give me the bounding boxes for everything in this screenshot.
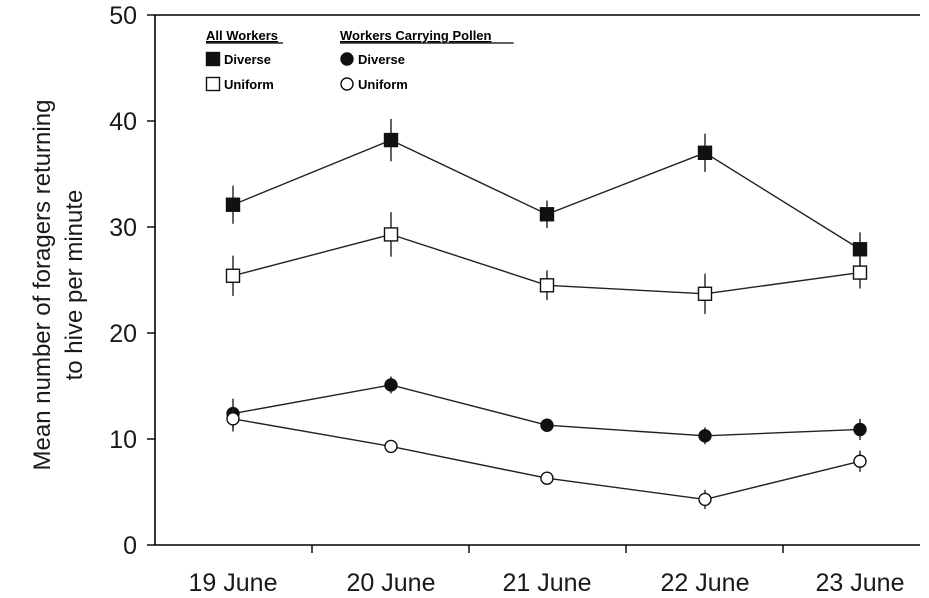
data-point: [539, 207, 555, 222]
data-point: [853, 422, 867, 437]
data-point: [698, 429, 712, 443]
x-tick-label: 23 June: [816, 569, 905, 597]
legend-heading: Workers Carrying Pollen: [340, 28, 492, 43]
y-tick-label: 30: [109, 214, 137, 242]
x-tick-label: 21 June: [503, 569, 592, 597]
y-axis-label: Mean number of foragers returning to hive…: [29, 100, 88, 471]
data-point: [697, 286, 713, 301]
data-point: [853, 454, 867, 468]
y-tick-label: 50: [109, 2, 137, 30]
series-layer: [225, 118, 868, 509]
x-tick-label: 22 June: [661, 569, 750, 597]
legend-entry-label: Uniform: [224, 77, 274, 92]
data-point: [383, 227, 399, 242]
y-axis-label-line: to hive per minute: [61, 190, 88, 381]
legend-swatch: [205, 51, 221, 67]
legend-swatch: [340, 77, 354, 91]
data-point: [697, 145, 713, 161]
legend-swatch: [205, 76, 221, 92]
series-all-workers-uniform: [225, 212, 868, 314]
legend-heading: All Workers: [206, 28, 278, 43]
legend-entry-label: Uniform: [358, 77, 408, 92]
y-tick-label: 40: [109, 108, 137, 136]
series-all-workers-diverse: [225, 118, 868, 267]
axis-ticks: 0 10 20 30 40 50 19 June 20 June 21 June 22 June 2…: [109, 2, 904, 597]
data-point: [225, 197, 241, 212]
data-point: [852, 242, 868, 257]
data-point: [698, 492, 712, 507]
data-point: [852, 265, 868, 280]
axes: [154, 14, 920, 546]
legend: All Workers Diverse Uniform Workers Carryin…: [205, 28, 514, 92]
x-tick-label: 20 June: [347, 569, 436, 597]
data-point: [540, 471, 554, 485]
y-tick-label: 10: [109, 426, 137, 454]
data-point: [384, 378, 398, 392]
data-point: [383, 132, 399, 148]
y-tick-label: 20: [109, 320, 137, 348]
series-line: [232, 139, 861, 250]
series-pollen-uniform: [226, 406, 867, 509]
y-axis-label-line: Mean number of foragers returning: [29, 100, 56, 471]
legend-swatch: [340, 52, 354, 66]
x-tick-label: 19 June: [189, 569, 278, 597]
y-tick-label: 0: [123, 532, 137, 560]
legend-entry-label: Diverse: [358, 52, 405, 67]
data-point: [226, 412, 240, 426]
data-point: [225, 268, 241, 283]
legend-entry-label: Diverse: [224, 52, 271, 67]
data-point: [384, 439, 398, 454]
data-point: [540, 418, 554, 432]
data-point: [539, 278, 555, 293]
